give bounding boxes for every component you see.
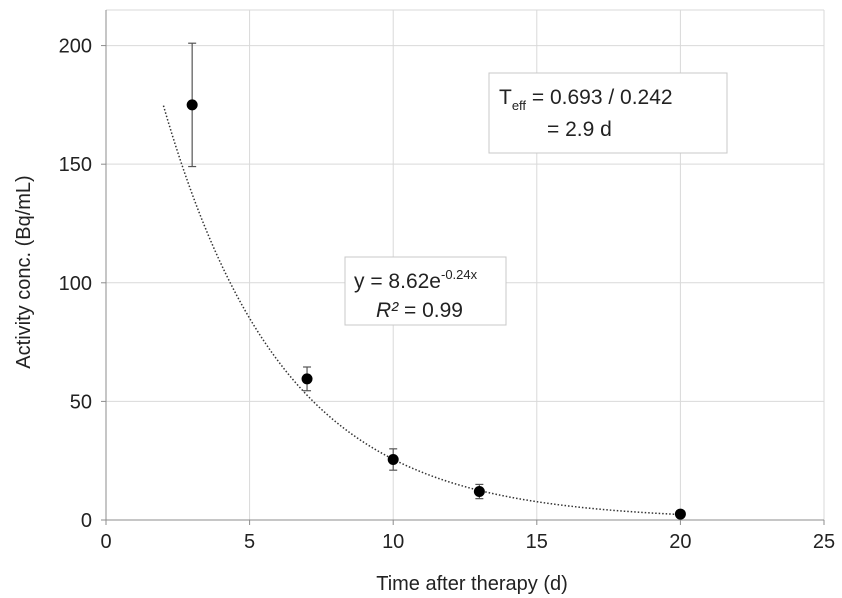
x-axis-title: Time after therapy (d) <box>376 573 568 595</box>
y-tick-label: 0 <box>81 510 92 532</box>
half-life-frame <box>488 72 728 154</box>
data-point <box>674 508 686 520</box>
fit-curve-path <box>162 105 681 516</box>
fit-curve <box>162 105 681 516</box>
half-life-result: = 2.9 d <box>547 118 612 141</box>
data-point <box>301 373 313 385</box>
fit-equation-box: y = 8.62e-0.24x R² = 0.99 <box>344 256 507 326</box>
x-tick-label: 15 <box>526 531 548 553</box>
x-tick-label: 0 <box>100 531 111 553</box>
y-tick-labels: 0 50 100 150 200 <box>59 36 92 532</box>
data-points <box>186 99 686 520</box>
y-tick-label: 150 <box>59 154 92 176</box>
y-axis-title: Activity conc. (Bq/mL) <box>13 175 35 368</box>
data-point <box>186 99 198 111</box>
x-tick-labels: 0 5 10 15 20 25 <box>100 531 835 553</box>
y-tick-label: 100 <box>59 273 92 295</box>
fit-equation: y = 8.62e-0.24x <box>354 267 478 293</box>
x-tick-label: 5 <box>244 531 255 553</box>
x-tick-label: 10 <box>382 531 404 553</box>
data-point <box>473 486 485 498</box>
r-squared: R² = 0.99 <box>376 299 463 322</box>
half-life-box: Teff = 0.693 / 0.242 = 2.9 d <box>488 72 728 154</box>
data-point <box>387 454 399 466</box>
y-tick-label: 50 <box>70 391 92 413</box>
x-tick-label: 20 <box>669 531 691 553</box>
x-tick-label: 25 <box>813 531 835 553</box>
half-life-formula: Teff = 0.693 / 0.242 <box>499 86 673 113</box>
axes <box>101 10 825 525</box>
y-tick-label: 200 <box>59 36 92 58</box>
fit-equation-frame <box>344 256 507 326</box>
